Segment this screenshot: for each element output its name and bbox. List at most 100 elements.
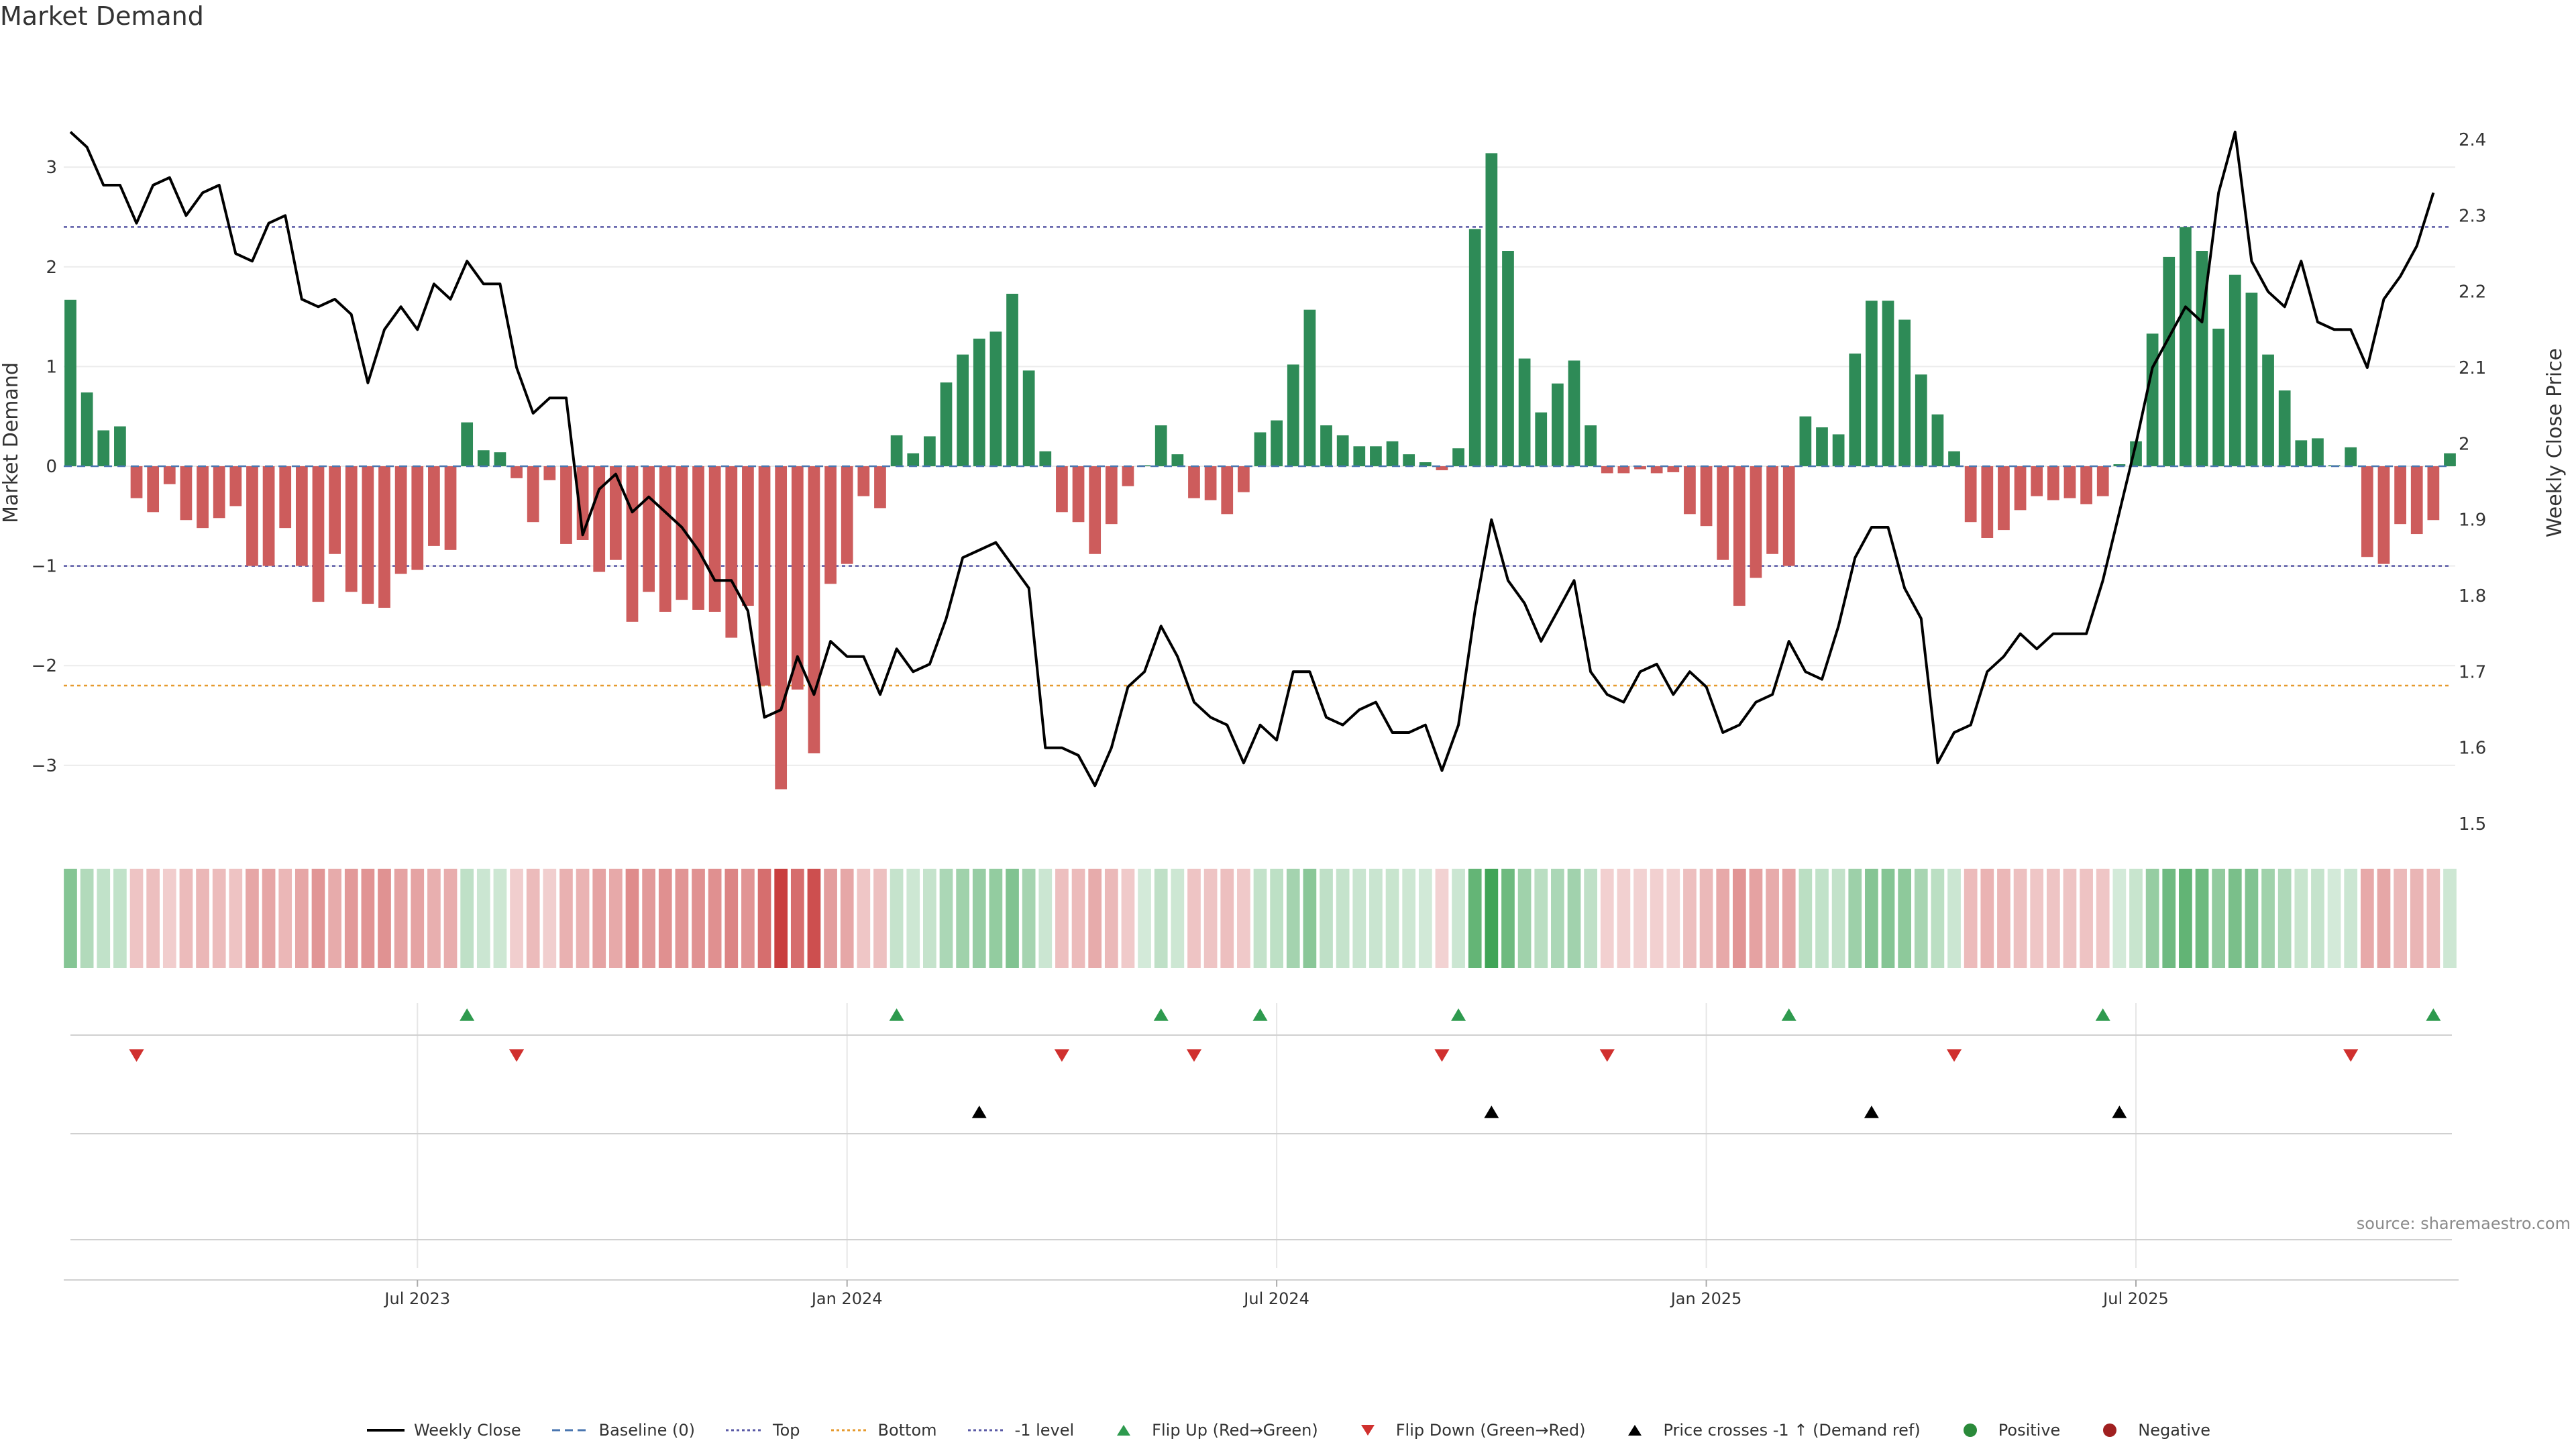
heat-strip-cell bbox=[179, 869, 193, 968]
heat-strip-cell bbox=[1402, 869, 1416, 968]
demand-bar-negative bbox=[1617, 466, 1630, 474]
demand-bar-positive bbox=[1915, 374, 1927, 466]
legend-label: Price crosses -1 ↑ (Demand ref) bbox=[1663, 1421, 1921, 1440]
demand-bar-negative bbox=[841, 466, 853, 564]
chart-title: Market Demand bbox=[0, 1, 204, 31]
legend-item: Flip Up (Red→Green) bbox=[1104, 1421, 1318, 1440]
heat-strip-cell bbox=[2112, 869, 2127, 968]
flip-down-marker bbox=[1434, 1049, 1450, 1062]
demand-bar-negative bbox=[742, 466, 754, 606]
flip-up-marker bbox=[460, 1008, 475, 1021]
demand-bar-negative bbox=[1684, 466, 1696, 515]
heat-strip-cell bbox=[1022, 869, 1036, 968]
flip-up-marker bbox=[1781, 1008, 1796, 1021]
heat-strip-cell bbox=[2394, 869, 2407, 968]
heat-strip-cell bbox=[1964, 869, 1978, 968]
legend-label: Top bbox=[773, 1421, 800, 1440]
demand-bar-positive bbox=[940, 382, 953, 466]
heat-strip-cell bbox=[1369, 869, 1383, 968]
demand-bar-positive bbox=[1518, 358, 1531, 466]
demand-bar-negative bbox=[1998, 466, 2010, 531]
demand-bar-positive bbox=[957, 354, 969, 466]
heat-strip-cell bbox=[1187, 869, 1201, 968]
flip-down-marker bbox=[1054, 1049, 1069, 1062]
heat-strip-cell bbox=[989, 869, 1003, 968]
heat-strip-cell bbox=[757, 869, 771, 968]
legend-triangle-icon bbox=[1348, 1422, 1388, 1438]
heat-strip-cell bbox=[162, 869, 176, 968]
legend-line-icon bbox=[724, 1422, 765, 1438]
demand-bar-positive bbox=[890, 435, 903, 466]
y2-tick-label: 1.7 bbox=[2459, 662, 2486, 682]
heat-strip-cell bbox=[1517, 869, 1532, 968]
legend-line-icon bbox=[830, 1422, 870, 1438]
demand-bar-negative bbox=[444, 466, 457, 550]
heat-strip-cell bbox=[2212, 869, 2226, 968]
y2-tick-label: 1.9 bbox=[2459, 511, 2486, 531]
heat-strip-cell bbox=[1980, 869, 1994, 968]
demand-bar-negative bbox=[1601, 466, 1613, 474]
demand-bar-negative bbox=[2096, 466, 2109, 496]
legend-item: Bottom bbox=[830, 1421, 937, 1440]
demand-bar-positive bbox=[1568, 360, 1580, 466]
demand-bar-negative bbox=[808, 466, 820, 753]
demand-bar-positive bbox=[1039, 451, 1052, 466]
heat-strip-cell bbox=[2410, 869, 2424, 968]
demand-bar-positive bbox=[1006, 293, 1018, 466]
y2-tick-label: 1.5 bbox=[2459, 814, 2486, 835]
heat-strip-cell bbox=[774, 869, 788, 968]
x-tick-label: Jul 2025 bbox=[2102, 1289, 2169, 1308]
flip-up-marker bbox=[1451, 1008, 1466, 1021]
demand-bar-positive bbox=[1271, 420, 1283, 466]
heat-strip-cell bbox=[824, 869, 837, 968]
flip-up-marker bbox=[2095, 1008, 2110, 1021]
heat-strip-cell bbox=[113, 869, 127, 968]
demand-bar-positive bbox=[2163, 256, 2176, 466]
demand-bar-negative bbox=[758, 466, 771, 686]
demand-bar-positive bbox=[973, 338, 985, 466]
legend-label: Bottom bbox=[877, 1421, 937, 1440]
y-tick-label: 3 bbox=[46, 158, 57, 178]
heat-strip-cell bbox=[675, 869, 689, 968]
demand-bar-negative bbox=[1782, 466, 1795, 566]
heat-strip-cell bbox=[1865, 869, 1878, 968]
heat-strip-cell bbox=[427, 869, 441, 968]
heat-strip-cell bbox=[956, 869, 969, 968]
heat-strip-cell bbox=[906, 869, 920, 968]
heat-strip-cell bbox=[2162, 869, 2176, 968]
demand-bar-positive bbox=[1866, 301, 1878, 466]
heat-strip-cell bbox=[939, 869, 953, 968]
demand-bar-positive bbox=[2229, 274, 2241, 466]
demand-bar-positive bbox=[1832, 434, 1845, 466]
demand-bar-positive bbox=[923, 436, 936, 466]
heat-strip-cell bbox=[1485, 869, 1499, 968]
demand-bar-positive bbox=[1419, 462, 1432, 466]
x-tick-label: Jan 2024 bbox=[810, 1289, 883, 1308]
heat-strip-cell bbox=[1303, 869, 1317, 968]
heat-strip-cell bbox=[146, 869, 160, 968]
demand-bar-negative bbox=[229, 466, 242, 506]
demand-bar-positive bbox=[1502, 251, 1514, 466]
demand-bar-positive bbox=[2113, 464, 2126, 466]
y-tick-label: 2 bbox=[46, 258, 57, 278]
heat-strip-cell bbox=[724, 869, 739, 968]
demand-bar-positive bbox=[1353, 446, 1366, 466]
heat-strip-cell bbox=[2195, 869, 2209, 968]
heat-strip-cell bbox=[328, 869, 341, 968]
demand-bar-negative bbox=[394, 466, 407, 574]
y-axis-label: Market Demand bbox=[0, 362, 23, 523]
heat-strip-cell bbox=[592, 869, 606, 968]
heat-strip-cell bbox=[1104, 869, 1118, 968]
legend-item: Positive bbox=[1950, 1421, 2060, 1440]
heat-strip-cell bbox=[443, 869, 458, 968]
heat-strip-cell bbox=[2377, 869, 2391, 968]
demand-bar-negative bbox=[692, 466, 704, 610]
legend-label: -1 level bbox=[1014, 1421, 1075, 1440]
legend-label: Weekly Close bbox=[413, 1421, 521, 1440]
legend-item: Baseline (0) bbox=[551, 1421, 695, 1440]
demand-bar-negative bbox=[1188, 466, 1200, 498]
demand-bar-positive bbox=[1386, 441, 1399, 466]
demand-bar-positive bbox=[1948, 451, 1960, 466]
heat-strip-cell bbox=[1848, 869, 1862, 968]
legend-item: Flip Down (Green→Red) bbox=[1348, 1421, 1585, 1440]
